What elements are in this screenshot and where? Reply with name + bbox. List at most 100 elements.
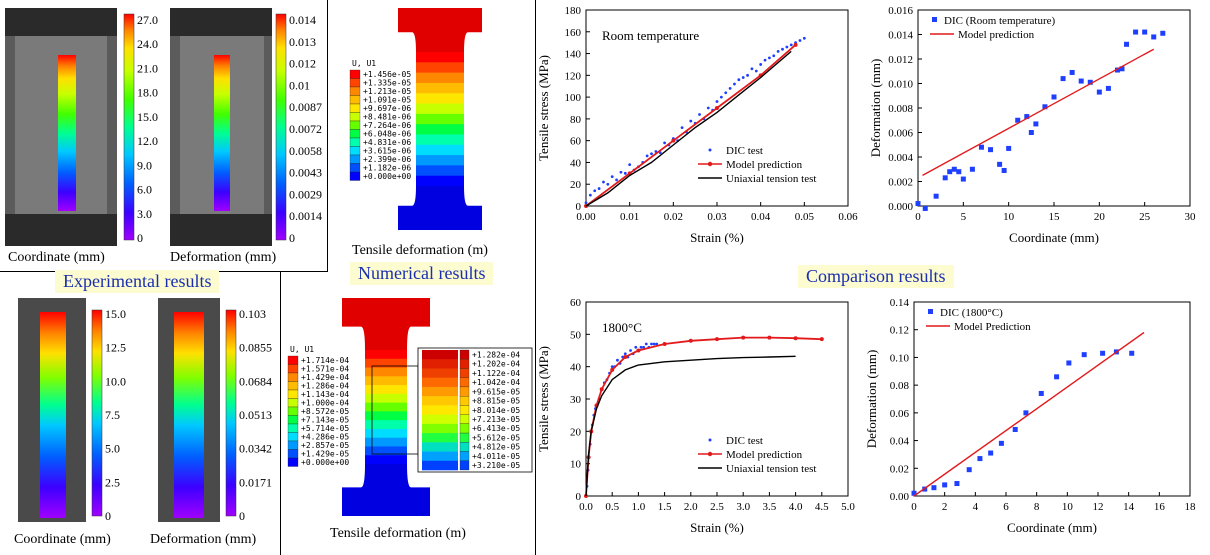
zoom-legend-swatch: [459, 359, 470, 369]
fea-bottom-legend-label: +5.714e-05: [301, 424, 349, 433]
series-line: [585, 44, 797, 207]
data-point: [798, 39, 802, 42]
fea-top-bottom-grip: [398, 186, 482, 230]
coordinate-colorbar-ticks: 27.0 24.0 21.0 18.0 15.0 12.0 9.0 6.0 3.0 0: [137, 13, 158, 245]
series-marker: [688, 338, 693, 343]
y-axis-label: Tensile stress (MPa): [538, 346, 551, 452]
data-point: [1078, 78, 1084, 84]
x-tick-label: 18: [1185, 501, 1197, 513]
deformation-colorbar-ticks: 0.014 0.013 0.012 0.01 0.0087 0.0072 0.0058 0.0…: [289, 13, 322, 245]
fea-top-legend-label: +1.456e-05: [363, 70, 411, 79]
fea-top-band: [416, 144, 464, 156]
data-point: [737, 78, 741, 82]
data-point: [772, 54, 776, 58]
fea-bottom-legend-label: +0.000e+00: [301, 458, 349, 467]
fea-bottom-legend: +1.714e-04+1.571e-04+1.429e-04+1.286e-04…: [287, 356, 349, 467]
data-point: [977, 456, 983, 462]
coordinate-colorbar-1800: [91, 309, 103, 517]
fea-bottom-legend-swatch: [287, 440, 299, 450]
coordinate-colorbar-1800-tick: 5.0: [105, 442, 120, 456]
data-point: [1060, 76, 1066, 82]
data-point: [1024, 114, 1030, 120]
series-marker: [636, 348, 641, 353]
data-point: [942, 482, 948, 488]
x-tick-label: 1.0: [632, 501, 646, 513]
x-tick-label: 10: [1062, 501, 1074, 513]
data-point: [988, 450, 994, 456]
data-point: [1012, 426, 1018, 432]
fea-top-legend-title: U, U1: [352, 59, 376, 68]
data-point: [655, 342, 659, 346]
y-tick-label: 0.000: [888, 201, 913, 213]
data-point: [763, 58, 767, 62]
fea-bottom-legend-label: +1.143e-04: [301, 390, 349, 399]
x-tick-label: 4.5: [815, 501, 829, 513]
y-axis-label: Deformation (mm): [864, 350, 879, 449]
deformation-colorbar-1800-tick: 0: [239, 509, 245, 523]
fea-bottom-bottom-grip: [342, 464, 430, 516]
data-point: [1096, 89, 1102, 95]
series-marker: [599, 387, 604, 392]
coordinate-colorbar-1800-tick: 10.0: [105, 374, 126, 388]
fea-top-legend-swatch: [349, 103, 361, 113]
data-point: [768, 56, 771, 60]
legend-label: DIC test: [726, 145, 763, 157]
series-line: [585, 355, 796, 497]
coordinate-caption-top: Coordinate (mm): [8, 250, 105, 265]
frame-line-comparison: [535, 0, 536, 555]
y-tick-label: 0: [576, 491, 582, 503]
data-point: [741, 76, 745, 79]
zoom-legend-label: +5.612e-05: [472, 433, 520, 442]
fea-top-legend-label: +2.399e-06: [363, 155, 411, 164]
data-point: [610, 365, 614, 369]
data-point: [1129, 350, 1135, 356]
data-point: [922, 205, 928, 211]
coordinate-colorbar-1800-tick: 2.5: [105, 475, 120, 489]
y-tick-label: 0: [576, 201, 582, 213]
series-line: [585, 50, 792, 207]
series-marker: [623, 354, 628, 359]
fea-top-band: [416, 175, 464, 187]
coordinate-colorbar-1800-tick: 0: [105, 509, 111, 523]
fea-bottom-zoom-inset: +1.282e-04+1.202e-04+1.122e-04+1.042e-04…: [371, 347, 533, 473]
chart-legend: DIC test Model prediction Uniaxial tension…: [698, 145, 816, 185]
data-point: [969, 166, 975, 172]
chart-annotation: Room temperature: [602, 28, 699, 43]
fea-bottom-legend-label: +1.429e-04: [301, 373, 349, 382]
zoom-legend-label: +8.014e-05: [472, 406, 520, 415]
legend-label: DIC (1800°C): [940, 307, 1003, 319]
fea-bottom-legend-swatch: [287, 372, 299, 382]
data-point: [724, 91, 728, 95]
data-point: [639, 345, 643, 349]
data-point: [759, 63, 763, 66]
y-tick-label: 0.10: [890, 352, 910, 364]
y-tick-label: 0.02: [890, 463, 909, 475]
legend-label: Uniaxial tension test: [726, 463, 816, 475]
series-marker: [819, 337, 824, 342]
deformation-colorbar-tick: 0.0014: [289, 209, 322, 223]
x-tick-label: 5: [961, 211, 967, 223]
y-tick-label: 0.14: [890, 297, 910, 309]
fea-top-legend-label: +6.048e-06: [363, 129, 411, 138]
fea-top-legend-swatch: [349, 154, 361, 164]
x-tick-label: 6: [1003, 501, 1009, 513]
legend-label: DIC test: [726, 435, 763, 447]
data-point: [933, 193, 939, 199]
fea-top-legend-label: +7.264e-06: [363, 121, 411, 130]
data-point: [1028, 130, 1034, 135]
x-tick-label: 0.0: [579, 501, 593, 513]
series-marker: [767, 335, 772, 340]
legend-label: Uniaxial tension test: [726, 173, 816, 185]
data-point: [750, 67, 754, 71]
y-tick-label: 0.008: [888, 103, 913, 115]
experimental-bottom-figure: 15.0 12.5 10.0 7.5 5.0 2.5 0 0.103 0.0855 0.0684…: [18, 298, 272, 523]
fea-top-legend-swatch: [349, 120, 361, 130]
x-tick-label: 20: [1094, 211, 1106, 223]
fea-top-legend-swatch: [349, 86, 361, 96]
zoom-legend-swatch: [459, 349, 470, 360]
chart-legend: DIC (1800°C) Model Prediction: [926, 307, 1031, 333]
zoom-band: [422, 423, 458, 434]
data-point: [960, 176, 966, 182]
coordinate-colorbar-tick: 6.0: [137, 183, 152, 197]
zoom-legend-swatch: [459, 414, 470, 424]
